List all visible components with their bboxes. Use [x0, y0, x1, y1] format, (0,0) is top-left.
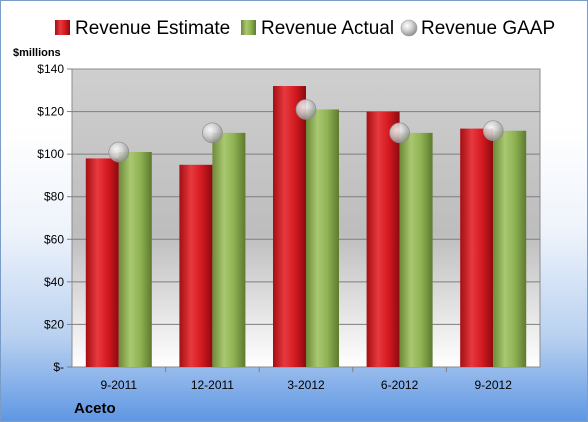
bar-revenue-estimate	[273, 86, 306, 368]
legend-label-revenue-actual: Revenue Actual	[261, 18, 394, 39]
y-tick-label: $140	[37, 62, 64, 76]
y-tick-label: $40	[44, 275, 64, 289]
x-tick-label: 9-2011	[101, 378, 138, 392]
x-tick-label: 9-2012	[475, 378, 513, 392]
bar-revenue-estimate	[85, 158, 119, 367]
y-tick-label: $120	[37, 105, 64, 119]
legend-item-revenue-gaap: Revenue GAAP	[400, 18, 555, 39]
bar-revenue-actual	[306, 109, 339, 367]
y-tick-label: $80	[44, 190, 64, 204]
y-tick-label: $100	[37, 147, 64, 161]
x-tick-label: 6-2012	[381, 378, 419, 392]
bar-revenue-estimate	[179, 164, 213, 367]
company-name: Aceto	[74, 400, 116, 417]
bar-revenue-actual	[212, 132, 246, 367]
gaap-markers	[108, 99, 504, 163]
marker-revenue-gaap	[482, 120, 504, 142]
y-tick-label: $60	[44, 232, 64, 246]
marker-revenue-gaap	[295, 99, 317, 120]
legend-item-revenue-estimate: Revenue Estimate	[55, 18, 230, 39]
legend: Revenue Estimate Revenue Actual Revenue …	[55, 18, 555, 39]
x-tick-label: 3-2012	[287, 378, 325, 392]
legend-label-revenue-estimate: Revenue Estimate	[75, 18, 230, 39]
marker-revenue-gaap	[202, 122, 223, 144]
bar-revenue-actual	[493, 130, 527, 367]
marker-revenue-gaap	[389, 122, 410, 144]
y-tick-label: $-	[53, 360, 64, 374]
bars	[85, 86, 527, 368]
y-tick-label: $20	[44, 317, 64, 331]
bar-revenue-actual	[118, 152, 152, 367]
x-tick-label: 12-2011	[191, 378, 234, 392]
y-axis-ticks: $- $20 $40 $60 $80 $100 $120 $140	[37, 62, 72, 374]
bar-revenue-estimate	[460, 128, 494, 367]
legend-swatch-revenue-actual	[241, 20, 256, 35]
legend-item-revenue-actual: Revenue Actual	[241, 18, 394, 39]
legend-marker-revenue-gaap	[400, 19, 418, 37]
bar-revenue-actual	[399, 132, 433, 367]
marker-revenue-gaap	[108, 141, 130, 163]
legend-swatch-revenue-estimate	[55, 20, 70, 35]
y-axis-unit-label: $millions	[13, 47, 61, 59]
x-axis-labels: 9-2011 12-2011 3-2012 6-2012 9-2012	[101, 367, 513, 392]
bar-revenue-estimate	[366, 111, 400, 367]
legend-label-revenue-gaap: Revenue GAAP	[421, 18, 555, 39]
